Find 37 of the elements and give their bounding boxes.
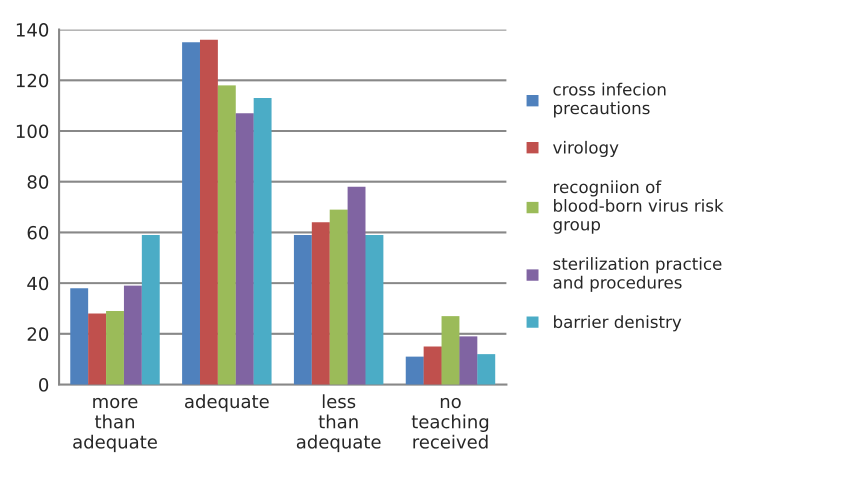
bar — [218, 85, 236, 385]
bar — [70, 288, 88, 385]
bar — [142, 234, 160, 385]
legend-label: virology — [553, 140, 618, 157]
legend-label: recogniion of blood-born virus risk group — [553, 180, 724, 234]
y-tick-label: 120 — [16, 74, 48, 88]
bar — [254, 98, 272, 385]
y-tick-label: 140 — [16, 23, 48, 37]
y-tick-label: 0 — [39, 378, 48, 392]
bar — [424, 346, 442, 385]
bar — [182, 42, 200, 385]
bar — [294, 234, 312, 385]
y-tick-label: 20 — [28, 327, 48, 341]
bar — [124, 286, 142, 385]
bar — [312, 222, 330, 385]
y-tick-label: 100 — [16, 124, 48, 138]
x-tick-label: adequate — [185, 394, 269, 412]
y-tick-label: 40 — [27, 276, 48, 290]
bar — [348, 186, 366, 385]
y-tick-label: 60 — [28, 226, 48, 240]
bar — [459, 336, 478, 385]
bar — [406, 356, 424, 385]
bar — [442, 316, 460, 385]
legend-label: barrier denistry — [554, 315, 682, 332]
bar — [330, 210, 348, 385]
bar — [200, 40, 218, 385]
x-tick-label: less than adequate — [296, 394, 381, 452]
bar — [106, 311, 124, 385]
bar — [88, 314, 106, 385]
bar — [236, 113, 254, 385]
bar — [365, 234, 384, 385]
legend-label: sterilization practice and procedures — [553, 257, 722, 292]
legend-label: cross infecion precautions — [553, 82, 666, 118]
x-tick-label: no teaching received — [412, 398, 488, 449]
bar — [477, 354, 496, 385]
y-tick-label: 80 — [28, 175, 48, 189]
x-tick-label: more than adequate — [73, 398, 157, 452]
